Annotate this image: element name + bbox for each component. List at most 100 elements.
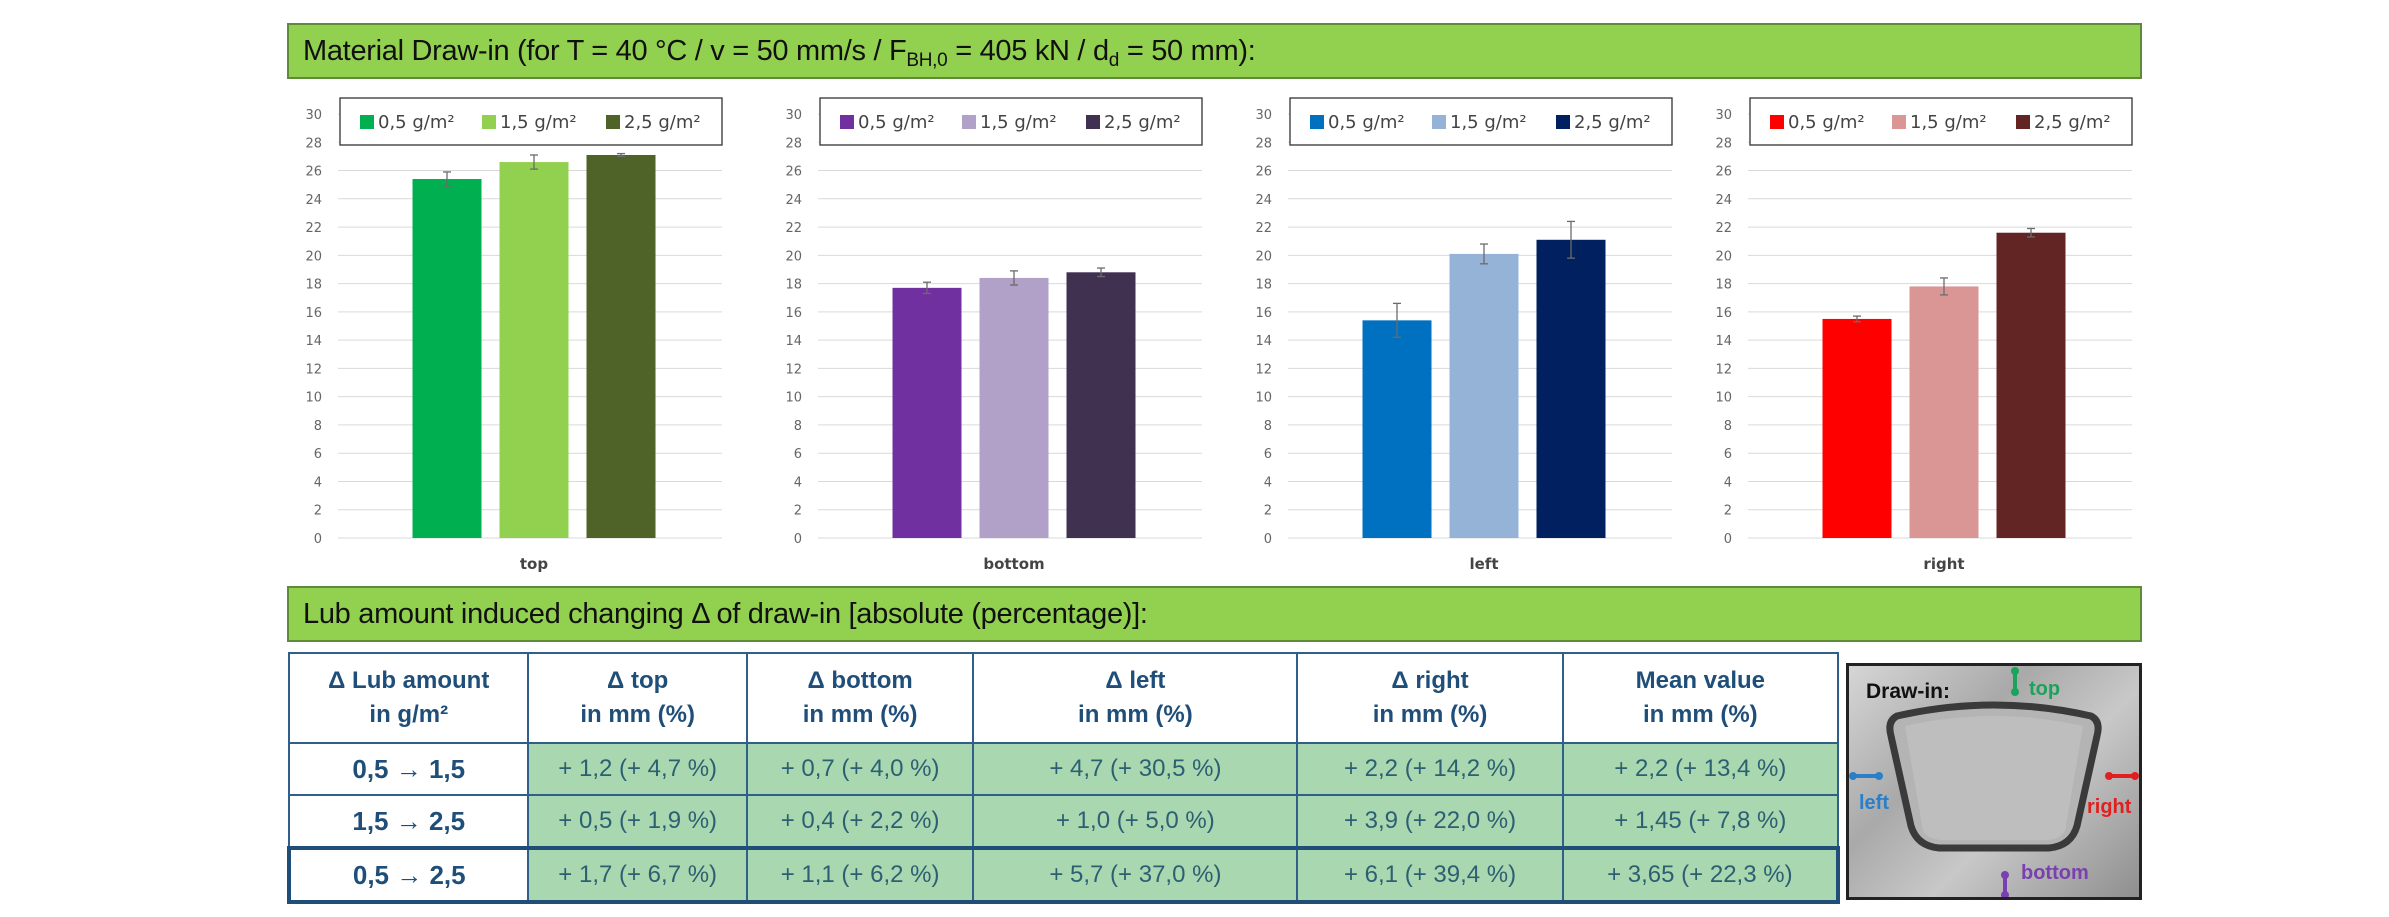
legend: 0,5 g/m² 1,5 g/m² 2,5 g/m²	[819, 97, 1203, 146]
cell-right: + 6,1 (+ 39,4 %)	[1296, 846, 1564, 904]
error-bar	[923, 281, 931, 295]
y-tick-label: 26	[1715, 165, 1732, 180]
legend-item: 0,5 g/m²	[1770, 112, 1865, 133]
part-cavity-floor	[1905, 716, 2083, 840]
cell-left: + 4,7 (+ 30,5 %)	[972, 742, 1299, 796]
y-tick-label: 10	[305, 391, 322, 406]
y-tick-label: 12	[785, 362, 802, 377]
y-tick-label: 10	[1715, 391, 1732, 406]
y-tick-label: 24	[305, 193, 322, 208]
legend-item: 1,5 g/m²	[482, 112, 577, 133]
y-tick-label: 20	[305, 249, 322, 264]
lub-delta-header-banner: Lub amount induced changing Δ of draw-in…	[287, 586, 2142, 642]
bar-0,5 g/m²	[1362, 320, 1432, 538]
chart-bottom: 0 2 4 6 8 10 12 14 16 18 20 22 24 26 28 30 bottom 0,5 g/m…	[770, 95, 1210, 575]
header-title-suffix: = 50 mm):	[1119, 35, 1256, 67]
legend-label: 0,5 g/m²	[1788, 112, 1865, 133]
cell-mean: + 1,45 (+ 7,8 %)	[1561, 794, 1840, 849]
y-tick-label: 8	[314, 419, 322, 434]
chart-left: 0 2 4 6 8 10 12 14 16 18 20 22 24 26 28 30 left 0,5 g/m² 1…	[1240, 95, 1680, 575]
y-tick-label: 28	[785, 136, 802, 151]
bar-2,5 g/m²	[586, 154, 656, 538]
legend-label: 0,5 g/m²	[858, 112, 935, 133]
bar-1,5 g/m²	[499, 162, 569, 538]
cell-left: + 1,0 (+ 5,0 %)	[972, 794, 1299, 849]
legend-swatch	[482, 115, 496, 129]
y-tick-label: 0	[1264, 532, 1272, 547]
legend-label: 1,5 g/m²	[500, 112, 577, 133]
legend: 0,5 g/m² 1,5 g/m² 2,5 g/m²	[1749, 97, 2133, 146]
category-label: bottom	[983, 555, 1044, 573]
header-subscript-d: d	[1108, 50, 1120, 71]
legend-item: 0,5 g/m²	[840, 112, 935, 133]
y-tick-label: 28	[1715, 136, 1732, 151]
cell-right: + 2,2 (+ 14,2 %)	[1296, 742, 1564, 796]
cell-top: + 0,5 (+ 1,9 %)	[527, 794, 748, 849]
y-tick-label: 24	[785, 193, 802, 208]
photo-label-left: left	[1859, 792, 1889, 814]
y-tick-label: 30	[785, 108, 802, 123]
y-tick-label: 10	[785, 391, 802, 406]
y-tick-label: 2	[1724, 504, 1732, 519]
legend-label: 2,5 g/m²	[1104, 112, 1181, 133]
table-row-highlighted: 0,5 → 2,5 + 1,7 (+ 6,7 %) + 1,1 (+ 6,2 %…	[286, 846, 1841, 904]
bar-2,5 g/m²	[1996, 232, 2066, 538]
y-tick-label: 2	[314, 504, 322, 519]
cell-bottom: + 0,4 (+ 2,2 %)	[745, 794, 975, 849]
col-header-bottom: Δ bottom in mm (%)	[745, 652, 975, 744]
col-header-top: Δ top in mm (%)	[527, 652, 748, 744]
bar-2,5 g/m²	[1536, 239, 1606, 538]
y-tick-label: 2	[794, 504, 802, 519]
legend-swatch	[1432, 115, 1446, 129]
y-tick-label: 6	[314, 447, 322, 462]
y-tick-label: 8	[1264, 419, 1272, 434]
y-tick-label: 0	[314, 532, 322, 547]
y-tick-label: 16	[1715, 306, 1732, 321]
legend-label: 0,5 g/m²	[1328, 112, 1405, 133]
y-tick-label: 16	[305, 306, 322, 321]
cell-top: + 1,2 (+ 4,7 %)	[527, 742, 748, 796]
cell-bottom: + 0,7 (+ 4,0 %)	[745, 742, 975, 796]
legend: 0,5 g/m² 1,5 g/m² 2,5 g/m²	[339, 97, 723, 146]
y-tick-label: 22	[305, 221, 322, 236]
y-tick-label: 26	[785, 165, 802, 180]
legend-label: 0,5 g/m²	[378, 112, 455, 133]
bar-1,5 g/m²	[979, 277, 1049, 538]
error-bar	[1393, 302, 1401, 338]
marker-right-icon	[2105, 772, 2139, 780]
legend-label: 2,5 g/m²	[2034, 112, 2111, 133]
y-tick-label: 4	[1264, 475, 1272, 490]
y-tick-label: 22	[1255, 221, 1272, 236]
legend-swatch	[1892, 115, 1906, 129]
y-tick-label: 30	[1255, 108, 1272, 123]
row-label: 0,5 → 1,5	[287, 742, 530, 796]
legend-item: 2,5 g/m²	[1556, 112, 1651, 133]
photo-label-right: right	[2087, 796, 2132, 818]
y-tick-label: 28	[305, 136, 322, 151]
legend-swatch	[1556, 115, 1570, 129]
legend-item: 2,5 g/m²	[1086, 112, 1181, 133]
y-tick-label: 6	[1724, 447, 1732, 462]
error-bar	[617, 152, 625, 158]
marker-bottom-icon	[2001, 871, 2009, 897]
legend-swatch	[2016, 115, 2030, 129]
y-tick-label: 14	[785, 334, 802, 349]
bar-1,5 g/m²	[1449, 253, 1519, 539]
y-tick-label: 26	[305, 165, 322, 180]
marker-left-icon	[1849, 772, 1883, 780]
legend: 0,5 g/m² 1,5 g/m² 2,5 g/m²	[1289, 97, 1673, 146]
photo-label-bottom: bottom	[2021, 862, 2089, 884]
y-tick-label: 12	[305, 362, 322, 377]
legend-swatch	[1310, 115, 1324, 129]
category-label: right	[1923, 555, 1964, 573]
legend-label: 1,5 g/m²	[980, 112, 1057, 133]
y-tick-label: 8	[1724, 419, 1732, 434]
y-tick-label: 24	[1255, 193, 1272, 208]
y-tick-label: 6	[1264, 447, 1272, 462]
row-label: 0,5 → 2,5	[286, 846, 530, 904]
y-tick-label: 14	[1715, 334, 1732, 349]
y-tick-label: 20	[1255, 249, 1272, 264]
